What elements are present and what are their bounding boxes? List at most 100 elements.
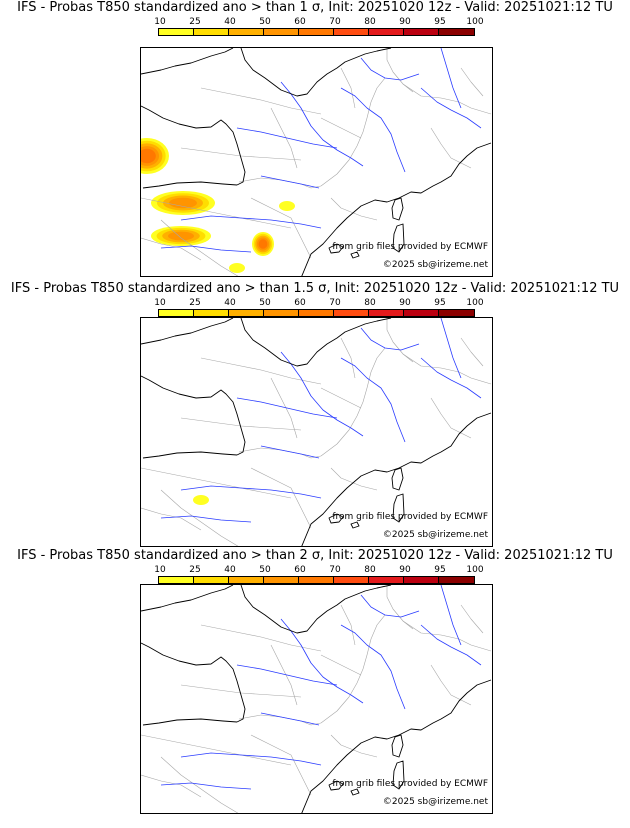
river-line xyxy=(236,127,338,149)
credit-source: from grib files provided by ECMWF xyxy=(332,512,488,522)
border-line xyxy=(460,337,484,367)
coastline xyxy=(141,105,246,186)
colorbar-tick-label: 80 xyxy=(364,565,376,575)
island xyxy=(328,243,344,254)
colorbar-tick-label: 40 xyxy=(224,565,236,575)
colorbar-swatch xyxy=(334,310,369,316)
river-line xyxy=(260,712,320,726)
colorbar-tick-label: 70 xyxy=(329,17,341,27)
coastline xyxy=(301,679,492,813)
coastline xyxy=(240,585,392,634)
colorbar-tick-label: 40 xyxy=(224,17,236,27)
colorbar-tick-label: 60 xyxy=(294,17,306,27)
colorbar-swatch xyxy=(439,310,474,316)
island xyxy=(392,493,405,523)
border-line xyxy=(460,604,484,634)
coastline xyxy=(301,142,492,276)
probability-area xyxy=(141,148,156,164)
colorbar-tick-label: 80 xyxy=(364,17,376,27)
river-line xyxy=(236,397,338,419)
river-line xyxy=(160,515,252,523)
credit-copyright: ©2025 sb@irizeme.net xyxy=(382,260,488,270)
river-line xyxy=(420,624,482,666)
border-line xyxy=(141,467,292,499)
island xyxy=(350,521,360,529)
coastline xyxy=(142,181,238,189)
panel-title: IFS - Probas T850 standardized ano > tha… xyxy=(10,281,620,296)
border-line xyxy=(250,467,312,529)
colorbar-tick-label: 70 xyxy=(329,565,341,575)
coastline xyxy=(141,48,234,75)
colorbar-swatch xyxy=(159,29,194,35)
colorbar-ticks: 10 25 40 50 60 70 80 90 95 100 xyxy=(140,565,483,575)
colorbar-swatch xyxy=(369,29,404,35)
river-line xyxy=(260,175,320,189)
river-line xyxy=(180,752,322,766)
colorbar-tick-label: 90 xyxy=(399,565,411,575)
panel-title: IFS - Probas T850 standardized ano > tha… xyxy=(17,548,613,563)
colorbar xyxy=(158,576,475,584)
probability-area xyxy=(193,495,209,505)
border-line xyxy=(330,734,378,758)
border-line xyxy=(386,585,414,630)
border-line xyxy=(402,620,492,652)
border-line xyxy=(160,219,239,276)
border-line xyxy=(141,507,202,531)
river-line xyxy=(180,215,322,229)
colorbar-tick-label: 10 xyxy=(154,565,166,575)
coastline xyxy=(142,718,238,726)
colorbar-swatch xyxy=(229,577,264,583)
panel-1sigma: IFS - Probas T850 standardized ano > tha… xyxy=(0,0,630,277)
border-line xyxy=(340,337,356,379)
border-line xyxy=(180,417,302,431)
colorbar-swatch xyxy=(439,577,474,583)
colorbar-tick-label: 90 xyxy=(399,298,411,308)
probability-area xyxy=(167,231,195,241)
river-line xyxy=(260,445,320,459)
river-line xyxy=(440,585,462,646)
colorbar-ticks: 10 25 40 50 60 70 80 90 95 100 xyxy=(140,17,483,27)
river-line xyxy=(340,87,406,173)
border-line xyxy=(160,489,239,546)
border-line xyxy=(160,756,239,813)
river-line xyxy=(340,624,406,710)
probability-area xyxy=(229,263,245,273)
credit-source: from grib files provided by ECMWF xyxy=(332,242,488,252)
river-line xyxy=(236,664,338,686)
border-line xyxy=(141,734,292,766)
colorbar-tick-label: 80 xyxy=(364,298,376,308)
colorbar-tick-label: 25 xyxy=(189,17,201,27)
colorbar-swatch xyxy=(439,29,474,35)
river-line xyxy=(280,81,364,167)
colorbar-swatch xyxy=(404,29,439,35)
coastline xyxy=(141,318,234,345)
colorbar-tick-label: 60 xyxy=(294,298,306,308)
river-line xyxy=(360,594,420,618)
border-line xyxy=(430,397,472,439)
border-line xyxy=(250,734,312,796)
colorbar-swatch xyxy=(369,310,404,316)
border-line xyxy=(320,77,386,187)
border-line xyxy=(402,83,492,115)
island xyxy=(392,223,405,253)
colorbar-tick-label: 70 xyxy=(329,298,341,308)
colorbar-swatch xyxy=(404,577,439,583)
border-line xyxy=(200,624,322,652)
map-canvas xyxy=(141,48,492,276)
credit-copyright: ©2025 sb@irizeme.net xyxy=(382,530,488,540)
border-line xyxy=(340,604,356,646)
colorbar-tick-label: 100 xyxy=(466,565,484,575)
colorbar-tick-label: 100 xyxy=(466,298,484,308)
colorbar-swatch xyxy=(194,310,229,316)
colorbar-tick-label: 25 xyxy=(189,298,201,308)
river-line xyxy=(440,318,462,379)
border-line xyxy=(430,127,472,169)
colorbar-tick-label: 50 xyxy=(259,565,271,575)
colorbar-tick-label: 95 xyxy=(434,298,446,308)
river-line xyxy=(340,357,406,443)
border-line xyxy=(386,318,414,363)
border-line xyxy=(180,147,302,161)
border-line xyxy=(320,387,362,409)
coastline xyxy=(142,451,238,459)
river-line xyxy=(160,782,252,790)
